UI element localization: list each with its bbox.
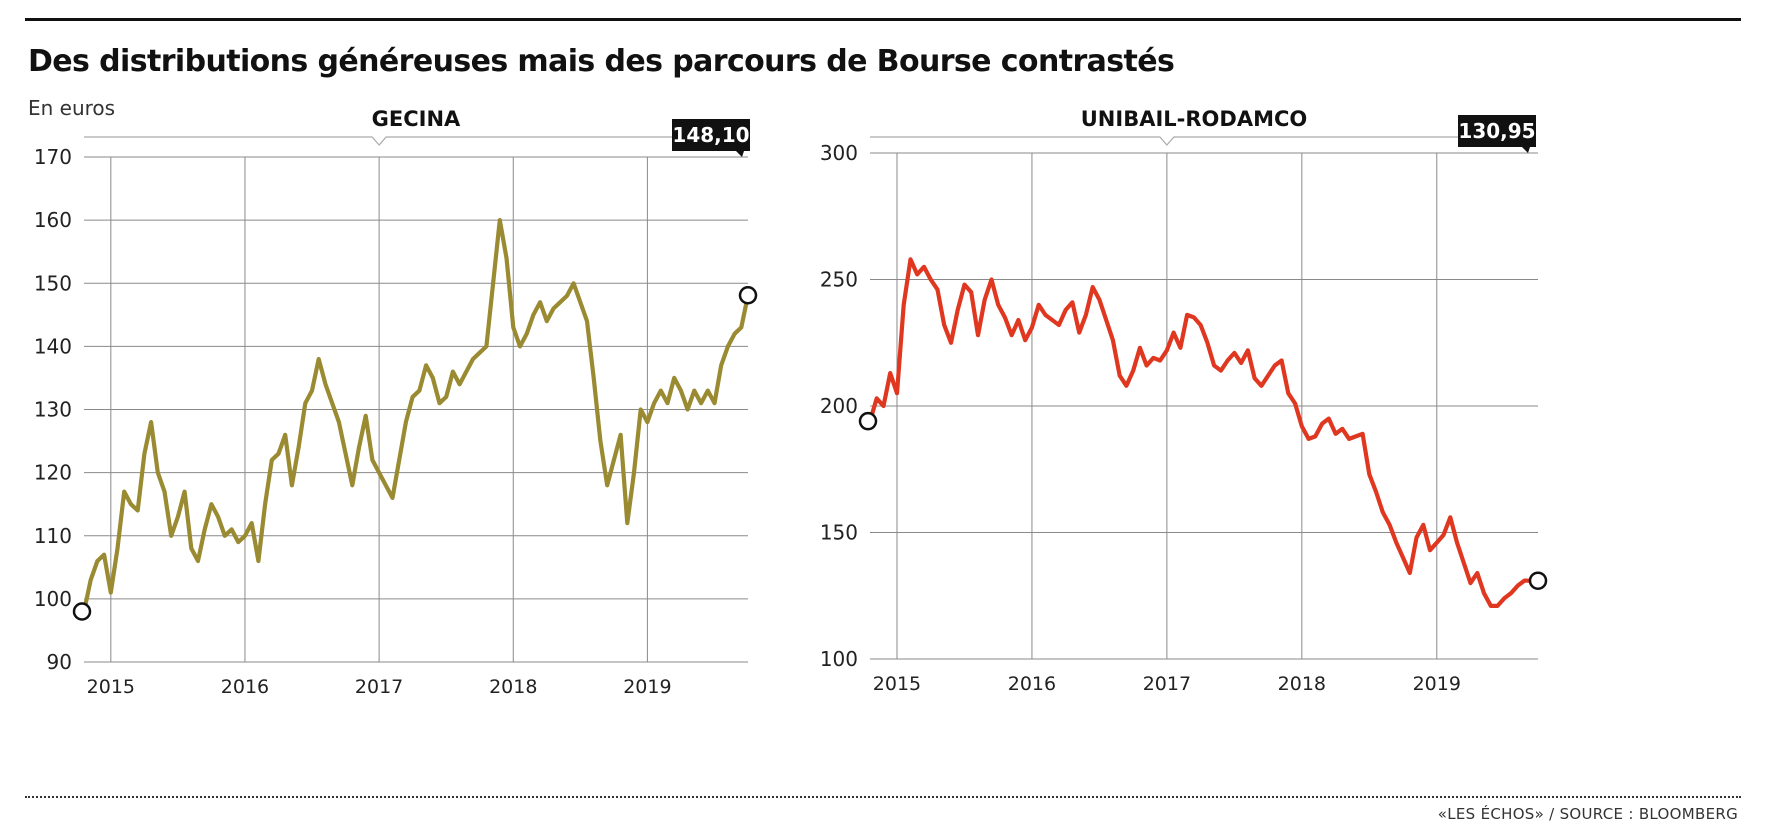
- x-tick-label: 2019: [1413, 673, 1461, 695]
- header-bracket: [870, 136, 1508, 146]
- y-tick-label: 170: [34, 145, 72, 169]
- y-tick-label: 100: [34, 587, 72, 611]
- panel-title: GECINA: [372, 107, 461, 131]
- y-tick-label: 150: [820, 521, 858, 545]
- end-marker: [1528, 571, 1548, 590]
- y-tick-label: 110: [34, 524, 72, 548]
- x-tick-label: 2017: [1143, 673, 1191, 695]
- y-tick-label: 90: [47, 650, 72, 674]
- last-value-pointer: [1522, 147, 1530, 153]
- chart-panel-1: 90 100 110 120 130 140 150 160 170 2015 2016 2017 20…: [34, 107, 758, 698]
- unit-label: En euros: [28, 96, 116, 120]
- x-tick-label: 2018: [489, 676, 537, 698]
- x-tick-label: 2019: [623, 676, 671, 698]
- y-tick-label: 100: [820, 647, 858, 671]
- chart-title: Des distributions généreuses mais des pa…: [28, 44, 1175, 79]
- x-tick-label: 2016: [221, 676, 269, 698]
- series-line: [867, 257, 1541, 609]
- bottom-rule: [25, 796, 1741, 798]
- y-tick-label: 250: [820, 268, 858, 292]
- start-marker: [858, 411, 878, 431]
- y-tick-label: 140: [34, 334, 72, 358]
- y-tick-label: 300: [820, 141, 858, 165]
- chart-panel-2: 100 150 200 250 300 2015 2016 2017 2018 2019 UNIBA…: [820, 107, 1548, 695]
- x-tick-label: 2018: [1278, 673, 1326, 695]
- y-tick-label: 200: [820, 394, 858, 418]
- panel-title: UNIBAIL-RODAMCO: [1081, 107, 1307, 131]
- header-bracket: [84, 136, 718, 146]
- y-tick-label: 160: [34, 208, 72, 232]
- last-value-box: [672, 119, 750, 151]
- y-tick-label: 150: [34, 271, 72, 295]
- last-value-pointer: [736, 151, 744, 157]
- series-line: [81, 218, 751, 614]
- x-tick-label: 2017: [355, 676, 403, 698]
- last-value-box: [1458, 115, 1536, 147]
- x-tick-label: 2016: [1008, 673, 1056, 695]
- last-value-label: 130,95: [1458, 119, 1535, 143]
- top-rule: [25, 18, 1741, 21]
- x-tick-label: 2015: [87, 676, 135, 698]
- y-tick-label: 130: [34, 398, 72, 422]
- y-tick-label: 120: [34, 461, 72, 485]
- last-value-label: 148,10: [672, 123, 749, 147]
- start-marker: [72, 602, 92, 621]
- source-credit: «LES ÉCHOS» / SOURCE : BLOOMBERG: [1437, 805, 1738, 823]
- x-tick-label: 2015: [873, 673, 921, 695]
- end-marker: [738, 285, 758, 305]
